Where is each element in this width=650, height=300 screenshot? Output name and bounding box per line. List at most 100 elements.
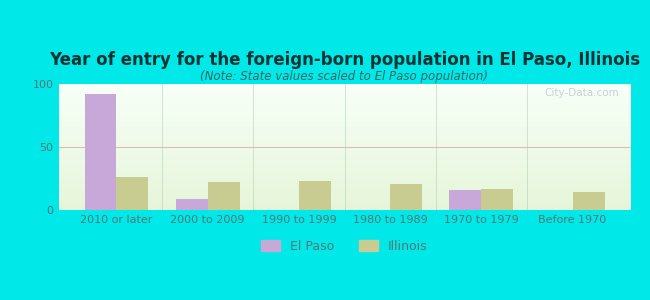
Bar xyxy=(58,141,630,142)
Bar xyxy=(58,164,630,165)
Bar xyxy=(58,92,630,93)
Bar xyxy=(58,168,630,169)
Bar xyxy=(58,187,630,188)
Bar xyxy=(58,143,630,144)
Bar xyxy=(58,86,630,87)
Bar xyxy=(58,113,630,114)
Bar xyxy=(58,147,630,148)
Bar xyxy=(58,132,630,133)
Bar xyxy=(58,122,630,123)
Bar xyxy=(58,200,630,201)
Bar xyxy=(449,190,482,210)
Bar xyxy=(58,137,630,138)
Bar xyxy=(58,174,630,175)
Bar xyxy=(58,109,630,110)
Bar xyxy=(58,118,630,119)
Bar xyxy=(58,94,630,95)
Bar xyxy=(58,175,630,176)
Bar xyxy=(58,192,630,193)
Bar xyxy=(299,181,331,210)
Bar xyxy=(58,169,630,170)
Bar xyxy=(58,194,630,195)
Bar xyxy=(58,128,630,129)
Bar xyxy=(58,152,630,153)
Bar xyxy=(58,186,630,187)
Bar xyxy=(58,188,630,189)
Bar xyxy=(58,178,630,179)
Bar xyxy=(58,208,630,209)
Bar xyxy=(482,189,514,210)
Bar xyxy=(58,197,630,198)
Bar xyxy=(58,206,630,207)
Bar xyxy=(58,145,630,146)
Bar xyxy=(58,207,630,208)
Bar xyxy=(58,167,630,168)
Bar xyxy=(58,165,630,166)
Legend: El Paso, Illinois: El Paso, Illinois xyxy=(257,236,432,257)
Bar xyxy=(58,202,630,203)
Bar xyxy=(58,155,630,156)
Bar xyxy=(58,121,630,122)
Bar xyxy=(390,184,422,210)
Bar xyxy=(58,134,630,135)
Bar xyxy=(58,104,630,105)
Bar xyxy=(207,182,240,210)
Bar xyxy=(58,161,630,162)
Bar xyxy=(58,144,630,145)
Bar xyxy=(58,131,630,132)
Bar xyxy=(58,153,630,154)
Bar xyxy=(58,189,630,190)
Bar xyxy=(58,95,630,96)
Bar xyxy=(58,126,630,127)
Bar xyxy=(58,119,630,120)
Bar xyxy=(58,203,630,204)
Bar xyxy=(58,185,630,186)
Bar xyxy=(58,156,630,157)
Bar xyxy=(58,85,630,86)
Bar xyxy=(58,99,630,100)
Bar xyxy=(58,84,630,85)
Bar xyxy=(58,105,630,106)
Bar xyxy=(58,111,630,112)
Bar xyxy=(58,138,630,139)
Bar xyxy=(58,157,630,158)
Bar xyxy=(58,89,630,90)
Bar xyxy=(58,114,630,115)
Bar xyxy=(58,133,630,134)
Bar xyxy=(58,172,630,173)
Text: (Note: State values scaled to El Paso population): (Note: State values scaled to El Paso po… xyxy=(200,70,489,83)
Bar xyxy=(58,205,630,206)
Bar xyxy=(58,180,630,181)
Bar xyxy=(58,170,630,171)
Bar xyxy=(176,199,207,210)
Bar xyxy=(58,171,630,172)
Bar xyxy=(58,182,630,183)
Bar xyxy=(58,201,630,202)
Bar xyxy=(58,100,630,101)
Bar xyxy=(58,158,630,159)
Bar xyxy=(58,191,630,192)
Bar xyxy=(58,142,630,143)
Bar xyxy=(58,100,630,101)
Bar xyxy=(58,115,630,116)
Bar xyxy=(58,103,630,104)
Bar xyxy=(58,136,630,137)
Bar xyxy=(58,108,630,109)
Bar xyxy=(58,184,630,185)
Bar xyxy=(58,90,630,91)
Bar xyxy=(58,148,630,149)
Bar xyxy=(58,117,630,118)
Bar xyxy=(58,177,630,178)
Bar xyxy=(58,160,630,161)
Bar xyxy=(58,181,630,182)
Bar xyxy=(58,195,630,196)
Bar xyxy=(58,97,630,98)
Bar xyxy=(58,129,630,130)
Bar xyxy=(58,149,630,150)
Bar xyxy=(58,198,630,199)
Bar xyxy=(58,106,630,107)
Text: City-Data.com: City-Data.com xyxy=(544,88,619,98)
Bar xyxy=(58,98,630,99)
Bar xyxy=(58,209,630,210)
Bar xyxy=(58,125,630,126)
